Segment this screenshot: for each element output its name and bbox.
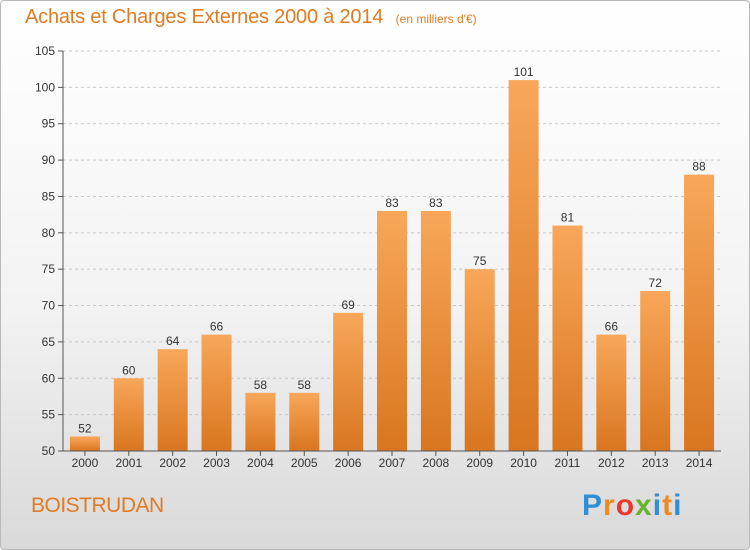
x-tick-label: 2006 — [335, 456, 362, 470]
y-tick-label: 80 — [42, 226, 56, 240]
x-tick-label: 2014 — [686, 456, 713, 470]
x-tick-label: 2004 — [247, 456, 274, 470]
bar-value-label: 88 — [692, 160, 706, 174]
bar — [245, 392, 276, 451]
x-tick-label: 2013 — [642, 456, 669, 470]
x-tick-label: 2010 — [510, 456, 537, 470]
bar-value-label: 81 — [561, 211, 575, 225]
y-tick-label: 85 — [42, 189, 56, 203]
bar — [640, 291, 671, 451]
y-tick-label: 75 — [42, 262, 56, 276]
bar — [684, 174, 715, 452]
bar — [464, 269, 495, 451]
bar — [333, 312, 364, 451]
unit-note: (en milliers d'€) — [395, 12, 477, 26]
y-tick-label: 65 — [42, 335, 56, 349]
chart-title-block: Achats et Charges Externes 2000 à 2014 (… — [25, 6, 477, 29]
x-tick-label: 2009 — [466, 456, 493, 470]
chart-title: Achats et Charges Externes 2000 à 2014 — [25, 6, 384, 28]
y-tick-label: 90 — [42, 153, 56, 167]
bar-value-label: 52 — [78, 421, 92, 435]
x-tick-label: 2007 — [379, 456, 406, 470]
y-tick-label: 95 — [42, 117, 56, 131]
bar-value-label: 101 — [514, 65, 534, 79]
bar — [508, 80, 539, 451]
bar — [289, 392, 320, 451]
bar — [420, 211, 451, 451]
bar-value-label: 66 — [605, 320, 619, 334]
bar-value-label: 83 — [385, 196, 399, 210]
x-tick-label: 2012 — [598, 456, 625, 470]
x-tick-label: 2008 — [423, 456, 450, 470]
place-name: BOISTRUDAN — [31, 494, 164, 517]
y-tick-label: 50 — [42, 444, 56, 458]
bar-value-label: 60 — [122, 363, 136, 377]
y-tick-label: 60 — [42, 371, 56, 385]
bar — [596, 334, 627, 451]
bar-value-label: 69 — [341, 298, 355, 312]
y-tick-label: 55 — [42, 408, 56, 422]
bar — [552, 225, 583, 451]
bar-value-label: 58 — [254, 378, 268, 392]
bar — [157, 349, 188, 451]
bar-value-label: 58 — [298, 378, 312, 392]
y-tick-label: 70 — [42, 299, 56, 313]
bar-value-label: 64 — [166, 334, 180, 348]
x-tick-label: 2003 — [203, 456, 230, 470]
x-tick-label: 2005 — [291, 456, 318, 470]
bar-value-label: 66 — [210, 320, 224, 334]
x-tick-label: 2002 — [159, 456, 186, 470]
x-tick-label: 2001 — [115, 456, 142, 470]
x-tick-label: 2000 — [72, 456, 99, 470]
bar-value-label: 83 — [429, 196, 443, 210]
bar — [113, 378, 144, 451]
bar — [69, 436, 100, 451]
y-tick-label: 105 — [35, 44, 55, 58]
y-tick-label: 100 — [35, 80, 55, 94]
bar — [377, 211, 407, 451]
bar-value-label: 75 — [473, 254, 487, 268]
proxiti-logo: Proxiti — [582, 489, 683, 522]
x-tick-label: 2011 — [555, 456, 581, 470]
bar — [201, 334, 232, 451]
bar-value-label: 72 — [649, 276, 663, 290]
